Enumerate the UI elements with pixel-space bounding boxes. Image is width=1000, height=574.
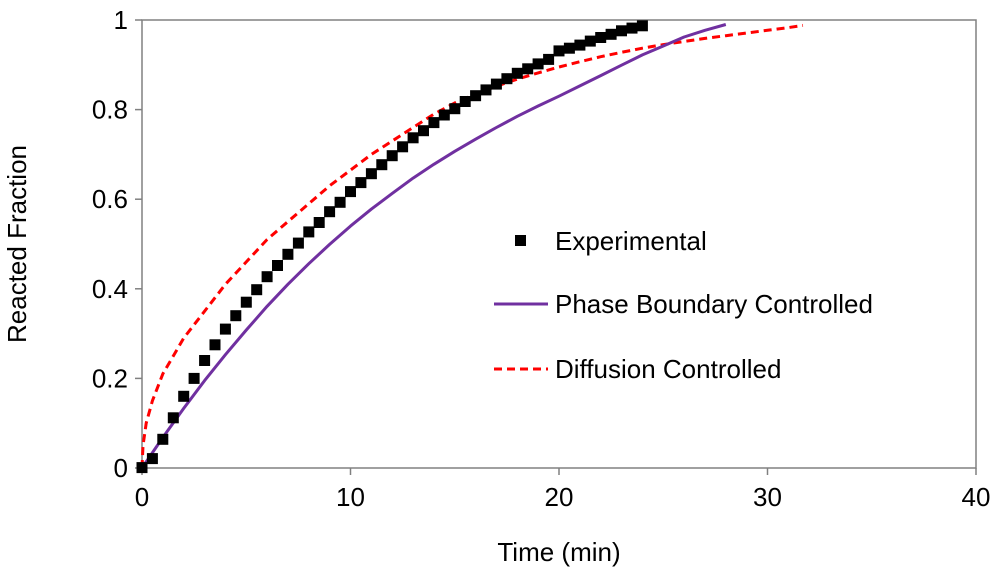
x-tick-label: 20 bbox=[545, 482, 574, 512]
data-point bbox=[605, 28, 617, 40]
data-point bbox=[459, 96, 471, 107]
data-point bbox=[199, 355, 211, 366]
legend-marker-experimental bbox=[515, 235, 526, 246]
data-point bbox=[230, 310, 242, 322]
data-point bbox=[480, 84, 492, 96]
data-point bbox=[146, 453, 158, 465]
data-point bbox=[303, 226, 315, 238]
y-axis-title: Reacted Fraction bbox=[2, 145, 32, 343]
data-point bbox=[334, 196, 346, 208]
data-point bbox=[219, 323, 231, 335]
x-tick-label: 0 bbox=[135, 482, 149, 512]
y-tick-label: 0.4 bbox=[92, 274, 128, 304]
data-point bbox=[511, 67, 523, 79]
data-point bbox=[574, 39, 586, 51]
y-tick-label: 0.6 bbox=[92, 184, 128, 214]
data-point bbox=[272, 260, 283, 271]
data-point bbox=[136, 462, 148, 474]
data-point bbox=[251, 284, 263, 296]
data-point bbox=[157, 433, 169, 445]
data-point bbox=[386, 150, 398, 162]
data-point bbox=[438, 109, 450, 121]
data-point bbox=[636, 20, 648, 32]
y-tick-label: 0 bbox=[114, 453, 128, 483]
x-tick-label: 30 bbox=[753, 482, 782, 512]
data-point bbox=[449, 103, 461, 115]
legend-label-diffusion: Diffusion Controlled bbox=[555, 354, 781, 384]
data-point bbox=[418, 125, 429, 137]
data-point bbox=[563, 42, 575, 54]
y-tick-label: 0.8 bbox=[92, 95, 128, 125]
data-point bbox=[292, 237, 304, 249]
data-point bbox=[324, 206, 336, 218]
data-point bbox=[584, 35, 596, 47]
data-point bbox=[376, 159, 388, 171]
data-point bbox=[428, 117, 440, 129]
series-line-phase-boundary-controlled bbox=[140, 23, 727, 469]
x-tick-label: 10 bbox=[336, 482, 365, 512]
data-point bbox=[532, 58, 544, 70]
data-point bbox=[407, 132, 419, 144]
data-point bbox=[209, 339, 221, 351]
data-point bbox=[616, 25, 627, 37]
data-point bbox=[397, 141, 409, 153]
data-point bbox=[490, 78, 502, 90]
data-point bbox=[178, 390, 190, 402]
data-point bbox=[355, 177, 367, 189]
legend: Experimental Phase Boundary Controlled D… bbox=[494, 226, 873, 384]
legend-label-experimental: Experimental bbox=[555, 226, 707, 256]
data-point bbox=[313, 217, 325, 228]
data-point bbox=[553, 45, 565, 57]
data-point bbox=[595, 32, 607, 43]
data-point bbox=[345, 186, 356, 198]
data-point bbox=[261, 271, 273, 283]
data-point bbox=[240, 296, 252, 308]
data-point bbox=[522, 63, 534, 75]
series-layer bbox=[136, 20, 804, 474]
data-point bbox=[188, 372, 200, 384]
y-tick-label: 1 bbox=[114, 5, 128, 35]
data-point bbox=[282, 248, 294, 260]
data-point bbox=[626, 22, 638, 34]
data-point bbox=[365, 168, 377, 180]
data-point bbox=[501, 73, 513, 85]
x-axis-title: Time (min) bbox=[497, 537, 620, 567]
tick-labels: 0 10 20 30 40 0 0.2 0.4 0.6 0.8 1 bbox=[92, 5, 991, 512]
y-tick-label: 0.2 bbox=[92, 363, 128, 393]
data-point bbox=[543, 53, 555, 65]
data-point bbox=[167, 412, 179, 424]
data-point bbox=[470, 90, 482, 102]
legend-label-phase-boundary: Phase Boundary Controlled bbox=[555, 289, 873, 319]
x-tick-label: 40 bbox=[962, 482, 991, 512]
